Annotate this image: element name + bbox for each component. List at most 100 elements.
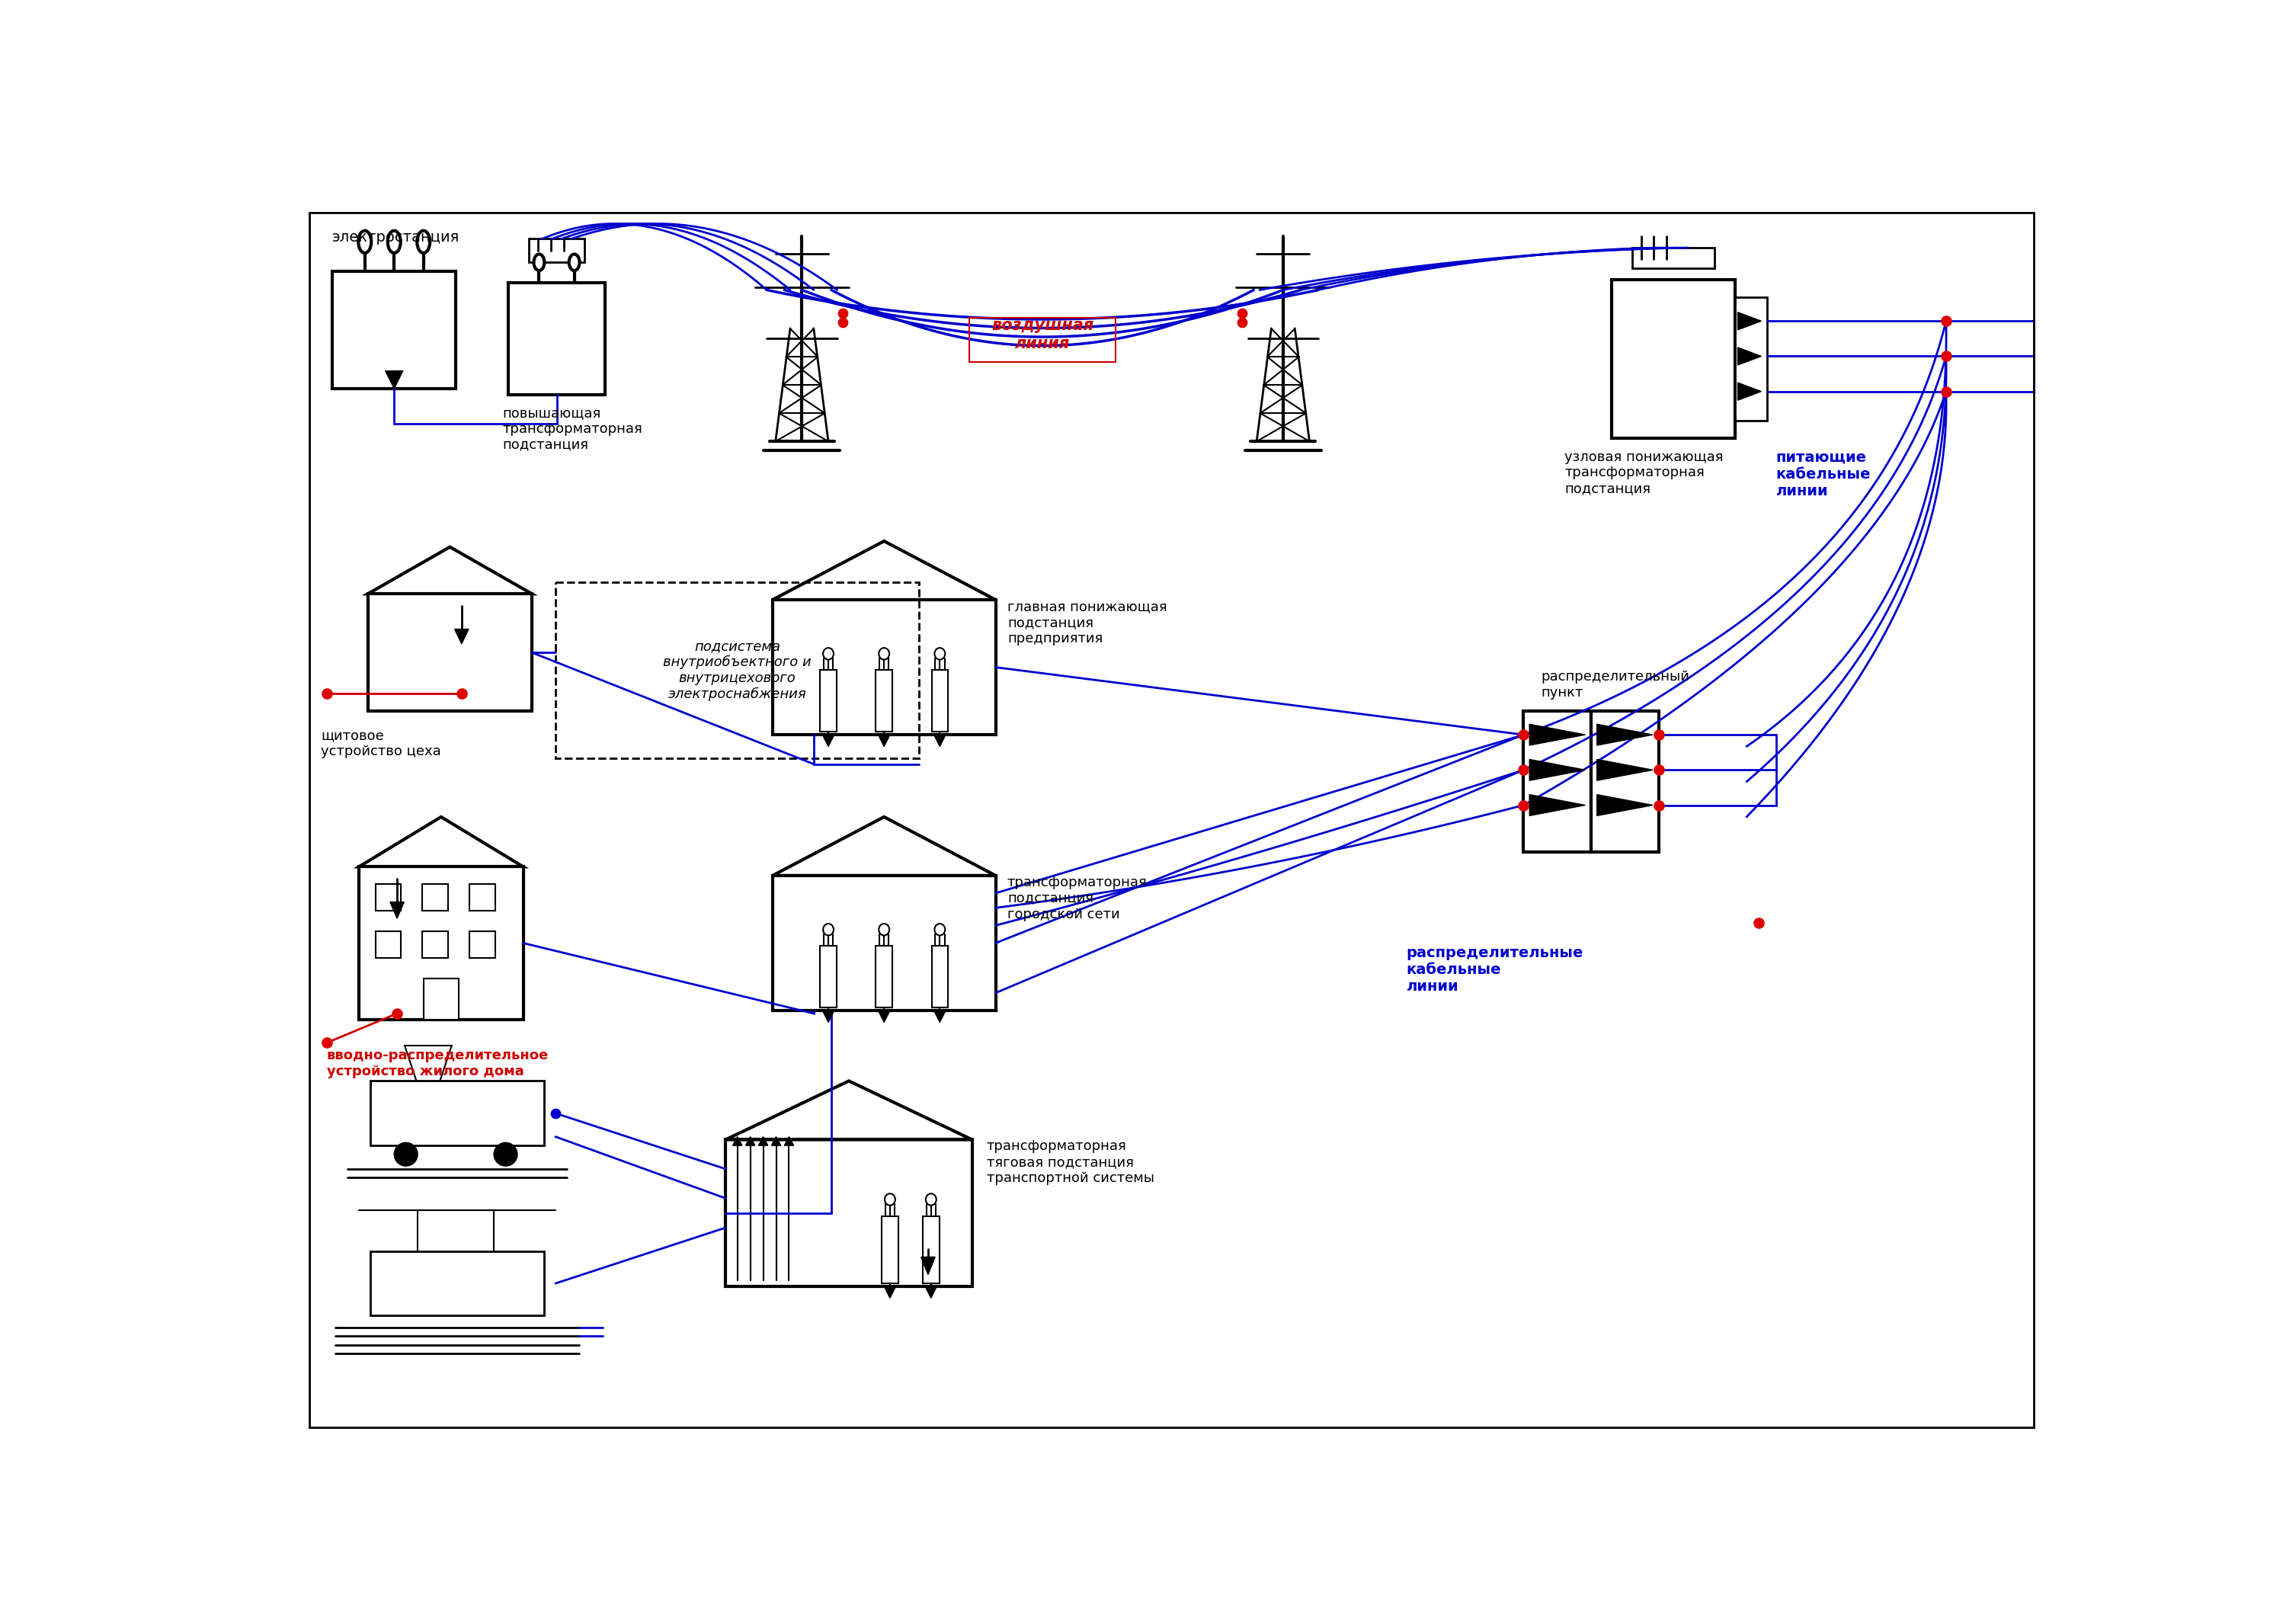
Point: [1927, 378, 1964, 404]
Polygon shape: [759, 1137, 768, 1145]
Polygon shape: [926, 1286, 937, 1298]
Polygon shape: [1598, 760, 1653, 781]
Bar: [423, 885, 448, 911]
Bar: [924, 1216, 940, 1283]
Ellipse shape: [823, 924, 834, 935]
Bar: [969, 318, 1116, 362]
Polygon shape: [1598, 794, 1653, 815]
Ellipse shape: [823, 648, 834, 659]
Bar: [933, 671, 949, 732]
Point: [1740, 909, 1776, 935]
Polygon shape: [455, 628, 469, 643]
Polygon shape: [784, 1137, 793, 1145]
Point: [1927, 343, 1964, 369]
Ellipse shape: [416, 231, 430, 253]
Polygon shape: [878, 734, 889, 747]
Polygon shape: [1737, 348, 1760, 365]
Ellipse shape: [935, 924, 944, 935]
Text: повышающая
трансформаторная
подстанция: повышающая трансформаторная подстанция: [503, 406, 642, 451]
Polygon shape: [935, 734, 946, 747]
Bar: [725, 1140, 972, 1286]
Bar: [423, 931, 448, 958]
Text: питающие
кабельные
линии: питающие кабельные линии: [1776, 450, 1870, 499]
Polygon shape: [921, 1257, 935, 1275]
Polygon shape: [1737, 312, 1760, 330]
Text: воздушная
линия: воздушная линия: [992, 318, 1093, 351]
Point: [1223, 300, 1260, 326]
Bar: [368, 594, 533, 711]
Ellipse shape: [878, 924, 889, 935]
Ellipse shape: [935, 648, 944, 659]
Point: [443, 680, 480, 706]
Point: [1504, 757, 1541, 783]
Point: [309, 1030, 345, 1056]
Ellipse shape: [389, 231, 400, 253]
Bar: [370, 1250, 544, 1315]
Bar: [773, 599, 997, 734]
Polygon shape: [935, 1010, 946, 1021]
Polygon shape: [770, 1137, 782, 1145]
Ellipse shape: [885, 1194, 896, 1205]
Point: [537, 1099, 574, 1125]
Ellipse shape: [569, 253, 581, 271]
Bar: [375, 885, 400, 911]
Point: [309, 680, 345, 706]
Bar: [331, 271, 455, 388]
Bar: [375, 931, 400, 958]
Polygon shape: [1529, 794, 1584, 815]
Point: [1504, 721, 1541, 747]
Bar: [1591, 711, 1660, 853]
Point: [1641, 793, 1678, 818]
Point: [825, 300, 862, 326]
Polygon shape: [885, 1286, 896, 1298]
Bar: [370, 1082, 544, 1145]
Ellipse shape: [878, 648, 889, 659]
Point: [379, 1000, 416, 1026]
Polygon shape: [1598, 724, 1653, 745]
Bar: [1612, 279, 1735, 438]
Text: трансформаторная
подстанция
городской сети: трансформаторная подстанция городской се…: [1008, 875, 1148, 921]
Text: подсистема
внутриобъектного и
внутрицехового
электроснабжения: подсистема внутриобъектного и внутрицехо…: [663, 640, 812, 702]
Polygon shape: [734, 1137, 743, 1145]
Ellipse shape: [359, 231, 370, 253]
Point: [1927, 309, 1964, 335]
Bar: [1735, 297, 1767, 421]
Polygon shape: [386, 370, 402, 388]
Ellipse shape: [535, 253, 544, 271]
Polygon shape: [391, 901, 405, 919]
Text: главная понижающая
подстанция
предприятия: главная понижающая подстанция предприяти…: [1008, 599, 1168, 645]
Bar: [876, 947, 892, 1007]
Point: [1641, 757, 1678, 783]
Bar: [876, 671, 892, 732]
Circle shape: [494, 1143, 517, 1166]
Text: трансформаторная
тяговая подстанция
транспортной системы: трансформаторная тяговая подстанция тран…: [988, 1140, 1154, 1186]
Point: [825, 309, 862, 335]
Polygon shape: [1529, 724, 1584, 745]
Bar: [933, 947, 949, 1007]
Text: распределительные
кабельные
линии: распределительные кабельные линии: [1406, 947, 1584, 994]
Bar: [469, 931, 496, 958]
Text: узловая понижающая
трансформаторная
подстанция: узловая понижающая трансформаторная подс…: [1564, 450, 1724, 495]
Polygon shape: [745, 1137, 754, 1145]
Circle shape: [393, 1143, 418, 1166]
Point: [1641, 721, 1678, 747]
Bar: [469, 885, 496, 911]
Polygon shape: [878, 1010, 889, 1021]
Bar: [821, 947, 837, 1007]
Polygon shape: [1737, 383, 1760, 400]
Polygon shape: [1529, 760, 1584, 781]
Bar: [528, 239, 585, 263]
Bar: [507, 283, 606, 395]
Bar: [555, 581, 919, 758]
Ellipse shape: [926, 1194, 937, 1205]
Bar: [882, 1216, 898, 1283]
Point: [1504, 793, 1541, 818]
Text: вводно-распределительное
устройство жилого дома: вводно-распределительное устройство жило…: [327, 1049, 549, 1078]
Polygon shape: [823, 1010, 834, 1021]
Polygon shape: [823, 734, 834, 747]
Bar: [773, 875, 997, 1010]
Text: электростанция: электростанция: [331, 231, 459, 245]
Bar: [359, 867, 523, 1020]
Bar: [1632, 248, 1714, 268]
Bar: [821, 671, 837, 732]
